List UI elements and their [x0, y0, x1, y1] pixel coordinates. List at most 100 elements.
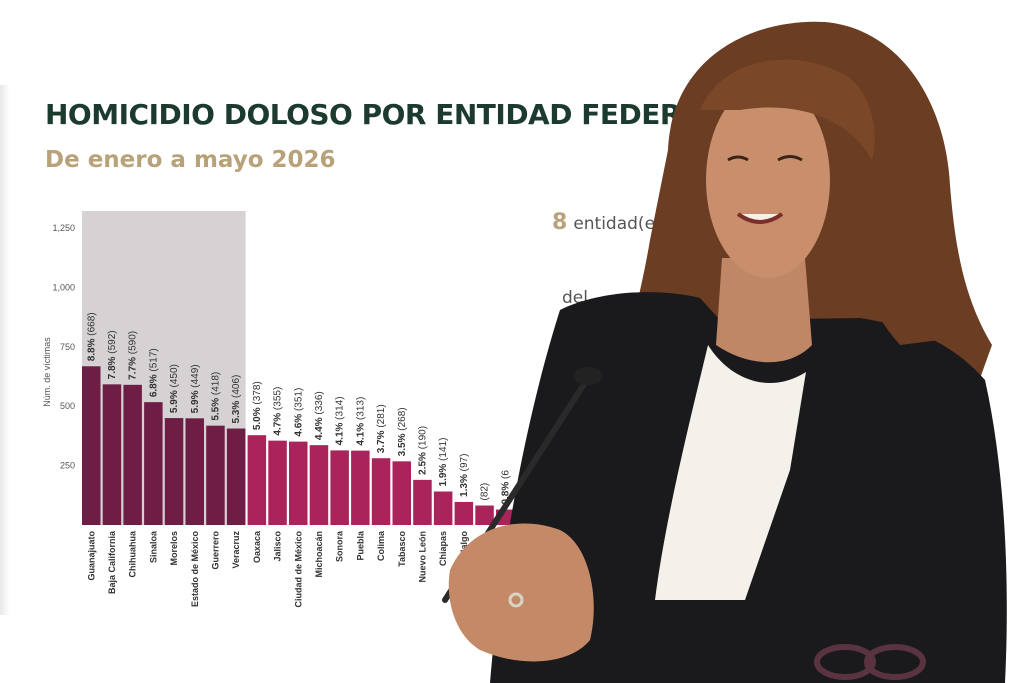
category-label: Oaxaca: [252, 530, 262, 563]
bar: [289, 441, 308, 525]
category-label: Morelos: [169, 531, 179, 566]
bar-value-label: 1.3% (97): [459, 454, 470, 497]
chart-subtitle: De enero a mayo 2026: [45, 147, 336, 173]
bar: [433, 491, 453, 525]
category-label: Chiapas: [438, 531, 448, 566]
bar-percent-label: 4.6%: [293, 411, 304, 437]
bar: [226, 428, 246, 525]
neck: [716, 258, 812, 363]
bar-percent-label: 3.5%: [397, 431, 408, 457]
category-label: Michoacán: [314, 531, 324, 578]
smile: [736, 212, 784, 224]
category-label: Veracruz: [231, 531, 241, 569]
bar-value-label: 4.1% (313): [355, 397, 366, 446]
bar-count-label: (314): [335, 396, 346, 419]
bar-percent-label: 1.3%: [459, 471, 470, 497]
bar-percent-label: 7.8%: [107, 354, 118, 380]
bar-percent-label: 4.1%: [335, 420, 346, 446]
y-tick-label: 250: [60, 461, 75, 471]
bar-percent-label: 5.0%: [252, 405, 263, 431]
bar-value-label: 1.9% (141): [438, 438, 449, 487]
blouse: [655, 345, 806, 600]
category-label: Sonora: [335, 530, 345, 562]
bar: [123, 384, 142, 525]
bar-count-label: (336): [314, 391, 325, 414]
bar-value-label: 5.5% (418): [210, 372, 221, 421]
y-axis: 250 500 750 1,000 1,250 Núm. de víctimas: [42, 223, 75, 471]
category-label: Ciudad de México: [293, 531, 303, 608]
y-tick-label: 1,000: [52, 282, 75, 292]
y-tick-label: 500: [60, 401, 75, 411]
category-label: Sinaloa: [148, 530, 158, 563]
bar-count-label: (378): [252, 381, 263, 404]
bar: [268, 440, 287, 525]
bar: [247, 435, 267, 525]
bar-count-label: (141): [438, 438, 449, 461]
face: [706, 82, 830, 278]
eye-right: [777, 155, 803, 162]
ring-icon: [508, 592, 524, 608]
bar-count-label: (6: [500, 470, 511, 479]
category-label: Colima: [376, 530, 386, 561]
bar: [164, 418, 184, 525]
bar-value-label: 4.4% (336): [314, 391, 325, 440]
bar-percent-label: 7.7%: [128, 354, 139, 380]
bar-percent-label: 4.4%: [314, 415, 325, 441]
bar-count-label: (517): [148, 348, 159, 371]
bar-count-label: (590): [128, 331, 139, 354]
bar-value-label: 5.0% (378): [252, 381, 263, 430]
bar-count-label: (97): [459, 454, 470, 472]
bar: [82, 366, 101, 525]
bar-percent-label: 5.9%: [190, 388, 201, 414]
bar-value-label: 4.6% (351): [293, 388, 304, 437]
category-label: Guerrero: [210, 530, 220, 569]
eye-left: [727, 155, 749, 162]
labels-layer: 8.8% (668) Guanajuato 7.8% (592) Baja Calif…: [86, 312, 532, 607]
bar-value-label: 3.7% (281): [376, 404, 387, 453]
bar: [454, 501, 474, 525]
category-label: Baja California: [107, 530, 117, 594]
bar-value-label: 0.8% (6: [500, 470, 511, 505]
bar-percent-label: 0.8%: [500, 479, 511, 505]
category-label: Puebla: [355, 530, 365, 561]
category-label: Hidalgo: [459, 530, 469, 564]
bars-layer: [82, 366, 536, 525]
bar-percent-label: 4.1%: [355, 420, 366, 446]
category-label: Nuevo León: [417, 531, 427, 583]
left-edge-shadow: [0, 85, 10, 615]
bar: [309, 445, 329, 525]
bar: [392, 461, 411, 525]
category-label: Guanajuato: [86, 531, 96, 581]
bar: [330, 450, 349, 525]
bar-count-label: (668): [86, 312, 97, 335]
bar-value-label: 2.5% (190): [417, 426, 428, 475]
bar-percent-label: 5.3%: [231, 398, 242, 424]
bar-count-label: (268): [397, 407, 408, 430]
bar-count-label: (355): [273, 387, 284, 410]
bar-count-label: (406): [231, 375, 242, 398]
bar: [185, 418, 204, 525]
hair-front: [700, 59, 875, 160]
bar-count-label: (450): [169, 364, 180, 387]
bar: [475, 505, 494, 525]
bar-value-label: (82): [480, 483, 491, 501]
bar-percent-label: 5.9%: [169, 388, 180, 414]
bar-value-label: 5.9% (449): [190, 364, 201, 413]
bar-value-label: 6.8% (517): [148, 348, 159, 397]
bar-count-label: (82): [480, 483, 491, 501]
y-tick-label: 1,250: [52, 223, 75, 233]
bar: [102, 384, 122, 525]
bar-value-label: 5.3% (406): [231, 375, 242, 424]
bar: [206, 425, 225, 525]
bar-value-label: 8.8% (668): [86, 312, 97, 361]
bar-percent-label: 6.8%: [148, 372, 159, 398]
bar-percent-label: 5.5%: [210, 395, 221, 421]
y-tick-label: 750: [60, 342, 75, 352]
bar-count-label: (592): [107, 330, 118, 353]
hair-side: [830, 150, 940, 345]
bar-count-label: (190): [417, 426, 428, 449]
category-label: Jalisco: [273, 531, 283, 562]
bar-count-label: (418): [210, 372, 221, 395]
